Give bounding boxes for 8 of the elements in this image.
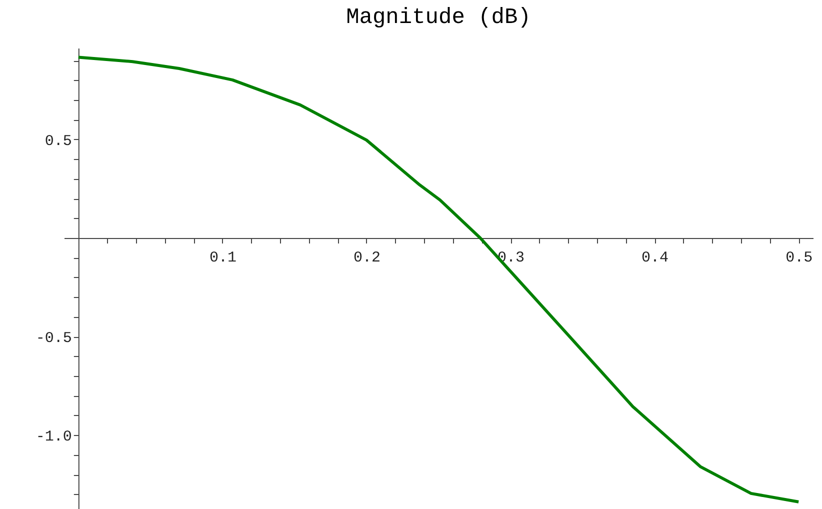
y-tick-label: -1.0 [36,428,72,446]
chart-title: Magnitude (dB) [346,5,531,30]
y-tick-label: -0.5 [36,330,72,348]
x-tick-label: 0.4 [642,249,669,266]
x-tick-label: 0.2 [353,249,380,266]
x-tick-label: 0.5 [786,249,813,266]
y-tick-label: 0.5 [44,132,72,150]
x-tick-label: 0.1 [209,249,236,266]
